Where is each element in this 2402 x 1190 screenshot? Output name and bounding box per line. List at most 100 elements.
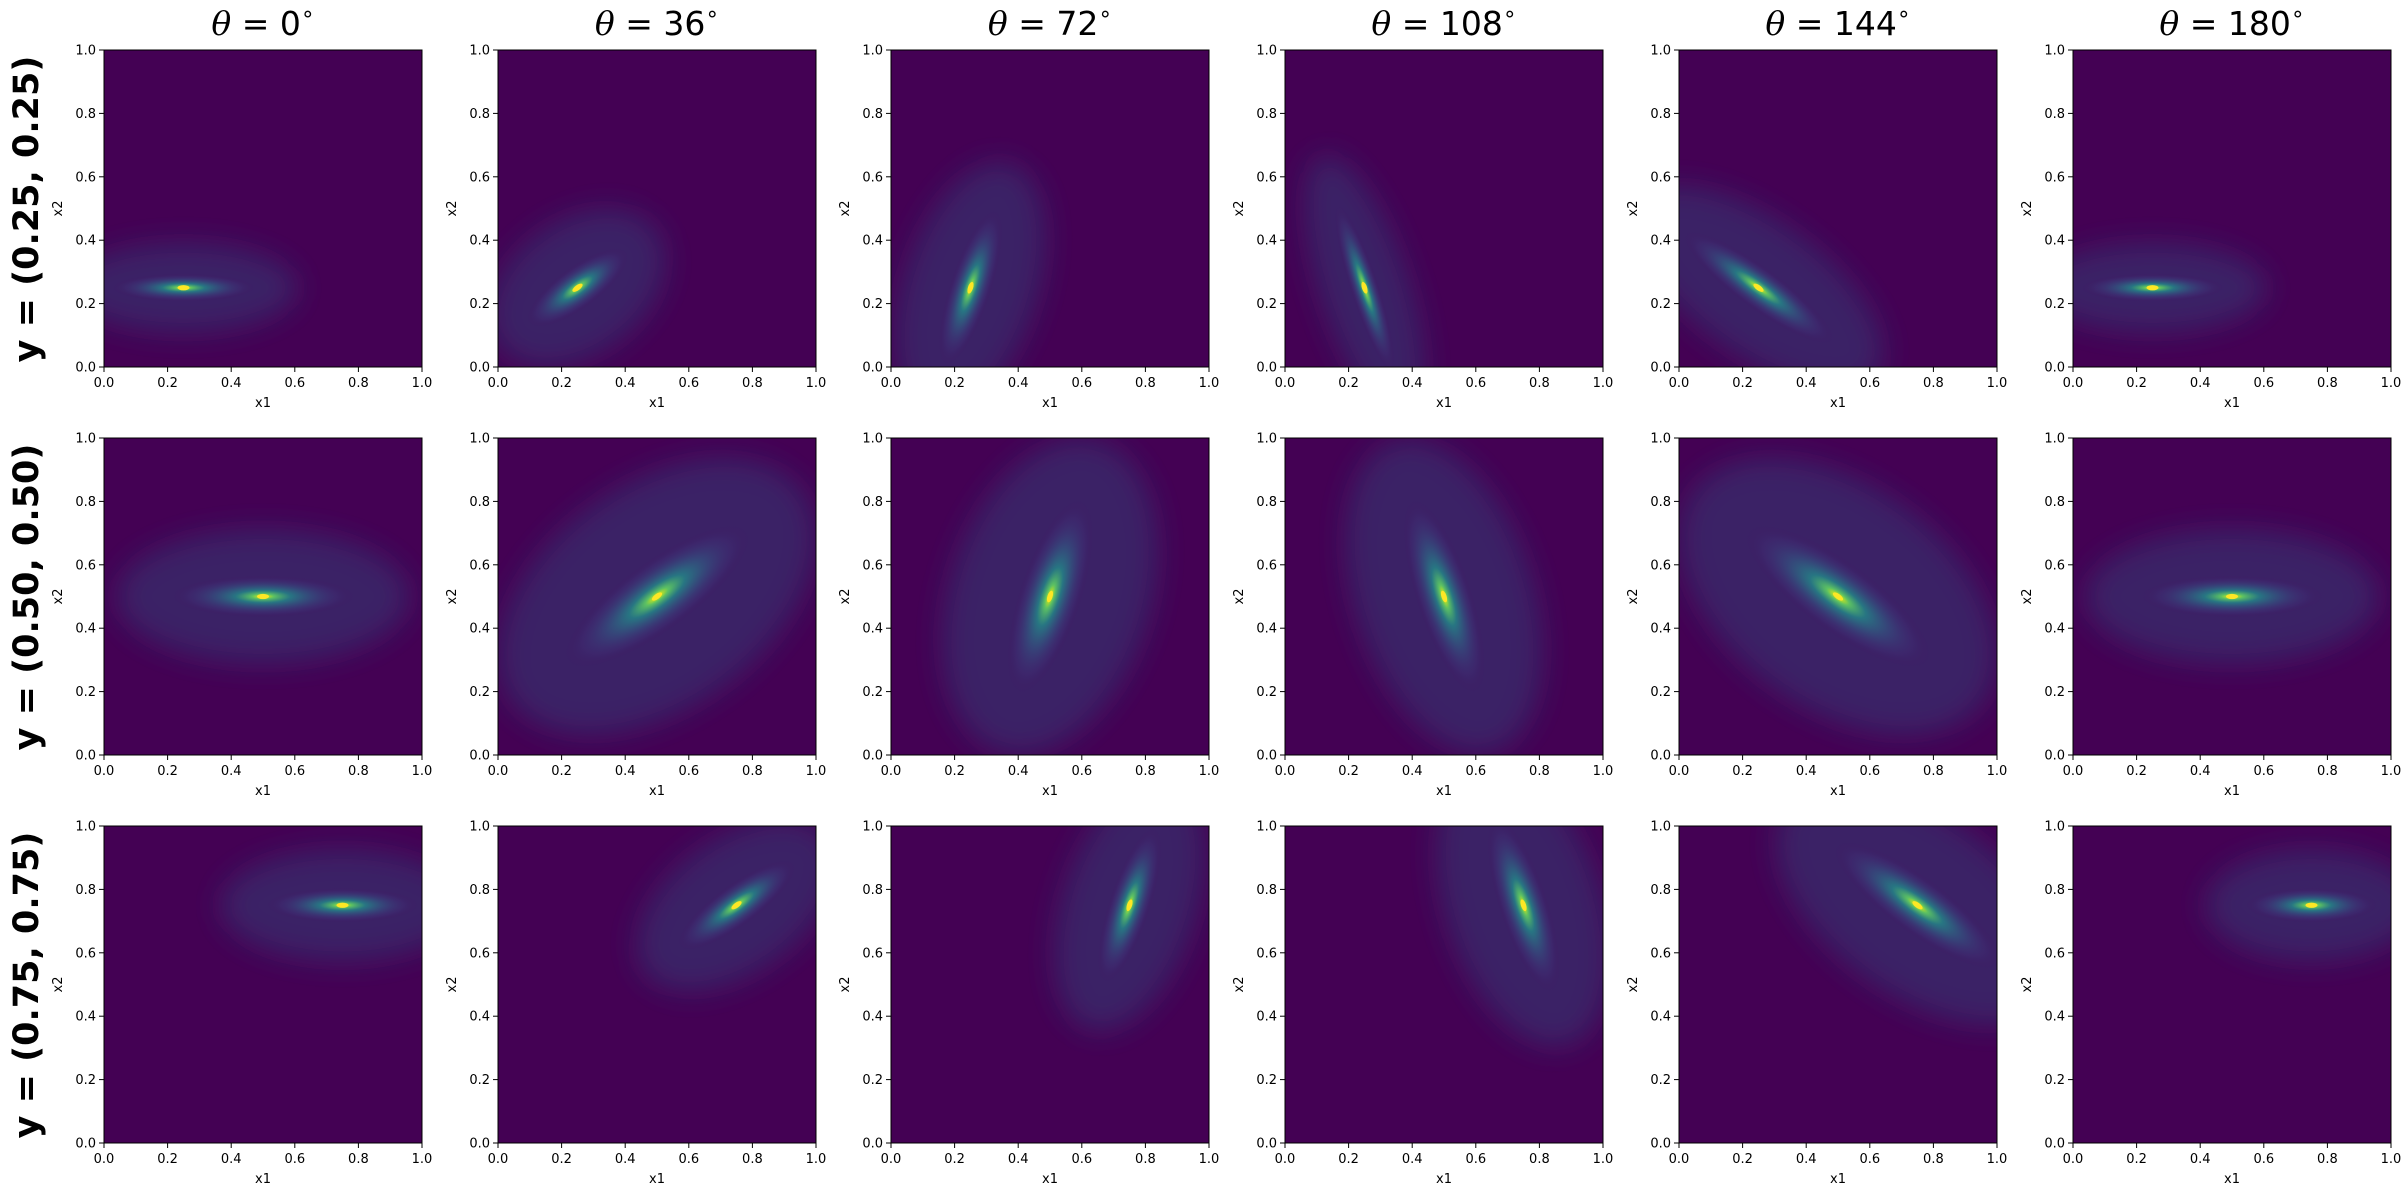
y-axis-label: x2	[2020, 201, 2035, 217]
y-tick-label: 0.6	[1650, 946, 1671, 961]
y-tick-label: 0.8	[1650, 883, 1671, 898]
y-tick-label: 0.8	[75, 107, 96, 122]
heatmap-svg: 0.0 0.2 0.4 0.6 0.8 1.0 0.0 0.2 0.4 0.6 0.8 1.0 x1 x2	[838, 44, 1219, 412]
y-axis-label: x2	[51, 201, 66, 217]
x-tick-label: 0.0	[94, 376, 115, 391]
x-tick-label: 0.8	[1923, 376, 1944, 391]
x-tick-label: 0.4	[1402, 376, 1423, 391]
x-tick-label: 0.6	[678, 1152, 699, 1167]
x-axis-label: x1	[2224, 1172, 2240, 1187]
heatmap-svg: 0.0 0.2 0.4 0.6 0.8 1.0 0.0 0.2 0.4 0.6 0.8 1.0 x1 x2	[2020, 432, 2401, 800]
heatmap-svg: 0.0 0.2 0.4 0.6 0.8 1.0 0.0 0.2 0.4 0.6 0.8 1.0 x1 x2	[445, 432, 826, 800]
y-tick-label: 0.8	[862, 495, 883, 510]
heatmap-svg: 0.0 0.2 0.4 0.6 0.8 1.0 0.0 0.2 0.4 0.6 0.8 1.0 x1 x2	[1626, 820, 2007, 1188]
y-tick-label: 1.0	[75, 820, 96, 835]
heatmap-svg: 0.0 0.2 0.4 0.6 0.8 1.0 0.0 0.2 0.4 0.6 0.8 1.0 x1 x2	[51, 432, 432, 800]
x-tick-label: 1.0	[806, 1152, 827, 1167]
heatmap-panel: 0.0 0.2 0.4 0.6 0.8 1.0 0.0 0.2 0.4 0.6 0.8 1.0 x1 x2	[1626, 44, 2007, 412]
y-axis-label: x2	[838, 589, 853, 605]
x-tick-label: 0.6	[1465, 764, 1486, 779]
heatmap-svg: 0.0 0.2 0.4 0.6 0.8 1.0 0.0 0.2 0.4 0.6 0.8 1.0 x1 x2	[838, 820, 1219, 1188]
x-tick-label: 0.6	[678, 764, 699, 779]
x-tick-label: 0.0	[1669, 376, 1690, 391]
y-axis-label: x2	[838, 201, 853, 217]
x-tick-label: 0.0	[2063, 376, 2084, 391]
y-tick-label: 0.2	[1650, 1073, 1671, 1088]
density-peak	[1520, 899, 1527, 912]
y-tick-label: 0.0	[2044, 749, 2065, 764]
y-axis-label: x2	[1626, 589, 1641, 605]
y-tick-label: 0.4	[1650, 234, 1671, 249]
x-tick-label: 0.0	[1275, 764, 1296, 779]
x-tick-label: 0.2	[157, 376, 178, 391]
x-tick-label: 0.8	[742, 764, 763, 779]
x-tick-label: 0.4	[1796, 764, 1817, 779]
y-axis-label: x2	[1626, 977, 1641, 993]
heatmap-svg: 0.0 0.2 0.4 0.6 0.8 1.0 0.0 0.2 0.4 0.6 0.8 1.0 x1 x2	[838, 432, 1219, 800]
x-tick-label: 1.0	[1987, 764, 2008, 779]
x-tick-label: 0.2	[157, 764, 178, 779]
degree-symbol: ∘	[1098, 2, 1113, 27]
x-tick-label: 0.2	[944, 376, 965, 391]
y-tick-label: 0.6	[862, 946, 883, 961]
axes-frame	[2072, 825, 2392, 1144]
column-title: θ = 108∘	[1371, 2, 1516, 43]
y-tick-label: 1.0	[862, 44, 883, 59]
x-tick-label: 0.0	[488, 764, 509, 779]
x-tick-label: 1.0	[1593, 376, 1614, 391]
heatmap-svg: 0.0 0.2 0.4 0.6 0.8 1.0 0.0 0.2 0.4 0.6 0.8 1.0 x1 x2	[445, 820, 826, 1188]
x-tick-label: 1.0	[806, 376, 827, 391]
y-tick-label: 0.2	[1650, 685, 1671, 700]
x-tick-label: 0.6	[1465, 1152, 1486, 1167]
y-tick-label: 0.6	[2044, 558, 2065, 573]
y-tick-label: 0.0	[2044, 1137, 2065, 1152]
x-tick-label: 0.0	[881, 1152, 902, 1167]
x-tick-label: 0.2	[2126, 764, 2147, 779]
heatmap-svg: 0.0 0.2 0.4 0.6 0.8 1.0 0.0 0.2 0.4 0.6 0.8 1.0 x1 x2	[1232, 820, 1613, 1188]
x-tick-label: 0.0	[881, 376, 902, 391]
y-axis-label: x2	[51, 589, 66, 605]
y-tick-label: 0.4	[1650, 1010, 1671, 1025]
row-label: y = (0.75, 0.75)	[7, 831, 47, 1138]
x-tick-label: 0.6	[1071, 764, 1092, 779]
column-title: θ = 180∘	[2159, 2, 2304, 43]
heatmap-panel: 0.0 0.2 0.4 0.6 0.8 1.0 0.0 0.2 0.4 0.6 0.8 1.0 x1 x2	[2020, 44, 2401, 412]
x-tick-label: 0.4	[221, 376, 242, 391]
y-tick-label: 0.6	[862, 558, 883, 573]
x-tick-label: 0.6	[284, 764, 305, 779]
y-tick-label: 0.4	[1256, 234, 1277, 249]
x-tick-label: 0.4	[2190, 376, 2211, 391]
theta-symbol: θ	[1765, 4, 1786, 43]
y-tick-label: 0.0	[75, 749, 96, 764]
heatmap-panel: 0.0 0.2 0.4 0.6 0.8 1.0 0.0 0.2 0.4 0.6 0.8 1.0 x1 x2	[445, 432, 826, 800]
column-title: θ = 36∘	[595, 2, 719, 43]
y-tick-label: 0.6	[862, 170, 883, 185]
y-tick-label: 0.6	[1256, 946, 1277, 961]
y-tick-label: 0.8	[469, 495, 490, 510]
y-tick-label: 0.8	[1256, 107, 1277, 122]
y-tick-label: 1.0	[1650, 44, 1671, 59]
y-tick-label: 0.8	[2044, 495, 2065, 510]
axes-frame	[890, 437, 1210, 756]
theta-symbol: θ	[594, 4, 615, 43]
y-axis-label: x2	[2020, 977, 2035, 993]
y-axis-label: x2	[2020, 589, 2035, 605]
x-tick-label: 0.8	[1529, 1152, 1550, 1167]
x-tick-label: 0.6	[678, 376, 699, 391]
x-tick-label: 0.6	[2253, 1152, 2274, 1167]
row-label: y = (0.50, 0.50)	[7, 443, 47, 750]
y-tick-label: 1.0	[469, 820, 490, 835]
x-tick-label: 1.0	[1593, 764, 1614, 779]
y-axis-label: x2	[1232, 977, 1247, 993]
y-tick-label: 1.0	[1256, 432, 1277, 447]
heatmap-panel: 0.0 0.2 0.4 0.6 0.8 1.0 0.0 0.2 0.4 0.6 0.8 1.0 x1 x2	[2020, 432, 2401, 800]
heatmap-svg: 0.0 0.2 0.4 0.6 0.8 1.0 0.0 0.2 0.4 0.6 0.8 1.0 x1 x2	[1626, 432, 2007, 800]
axes-frame	[103, 49, 423, 368]
y-tick-label: 1.0	[2044, 432, 2065, 447]
y-tick-label: 0.4	[1256, 1010, 1277, 1025]
axes-frame	[890, 825, 1210, 1144]
density-peak	[651, 592, 663, 601]
x-tick-label: 0.8	[1135, 1152, 1156, 1167]
y-tick-label: 0.6	[469, 170, 490, 185]
x-tick-label: 0.2	[1338, 1152, 1359, 1167]
